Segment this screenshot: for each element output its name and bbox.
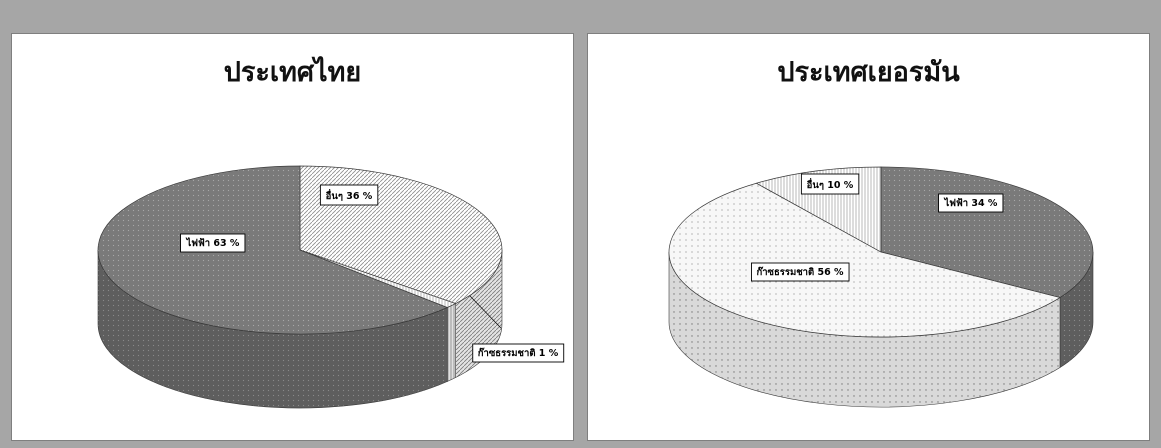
chart-title: ประเทศเยอรมัน [777, 57, 960, 88]
chart-panel-germany: ประเทศเยอรมัน ไฟฟ้า 34 % ก๊าซธรรมชาติ 56 … [587, 33, 1150, 441]
pie-chart-thailand: อื่นๆ 36 % ก๊าซธรรมชาติ 1 % ไฟฟ้า 63 % [97, 165, 565, 409]
data-label-box [472, 343, 565, 363]
data-label: อื่นๆ 10 % [806, 177, 853, 191]
data-label: ก๊าซธรรมชาติ 56 % [756, 266, 844, 278]
data-label: ไฟฟ้า 63 % [186, 237, 240, 249]
leader-line [469, 295, 502, 329]
pie-slice [668, 182, 1061, 338]
pie-chart-germany: ไฟฟ้า 34 % ก๊าซธรรมชาติ 56 % อื่นๆ 10 % [668, 166, 1094, 408]
data-label: ก๊าซธรรมชาติ 1 % [478, 347, 559, 359]
data-label-box [180, 233, 246, 253]
chart-title: ประเทศไทย [223, 57, 362, 88]
pie-slice-side [446, 303, 456, 382]
data-label-box [938, 193, 1004, 213]
pie-slice [880, 166, 1094, 298]
data-label: ไฟฟ้า 34 % [944, 197, 998, 209]
data-label: อื่นๆ 36 % [325, 188, 372, 202]
data-label-box [750, 262, 850, 282]
chart-panel-thailand: ประเทศไทย อื่นๆ 36 % ก๊าซธรรมชาติ 1 % ไฟฟ้… [11, 33, 574, 441]
data-label-box [800, 173, 860, 195]
pie-slice [97, 165, 449, 335]
data-label-box [319, 184, 379, 206]
